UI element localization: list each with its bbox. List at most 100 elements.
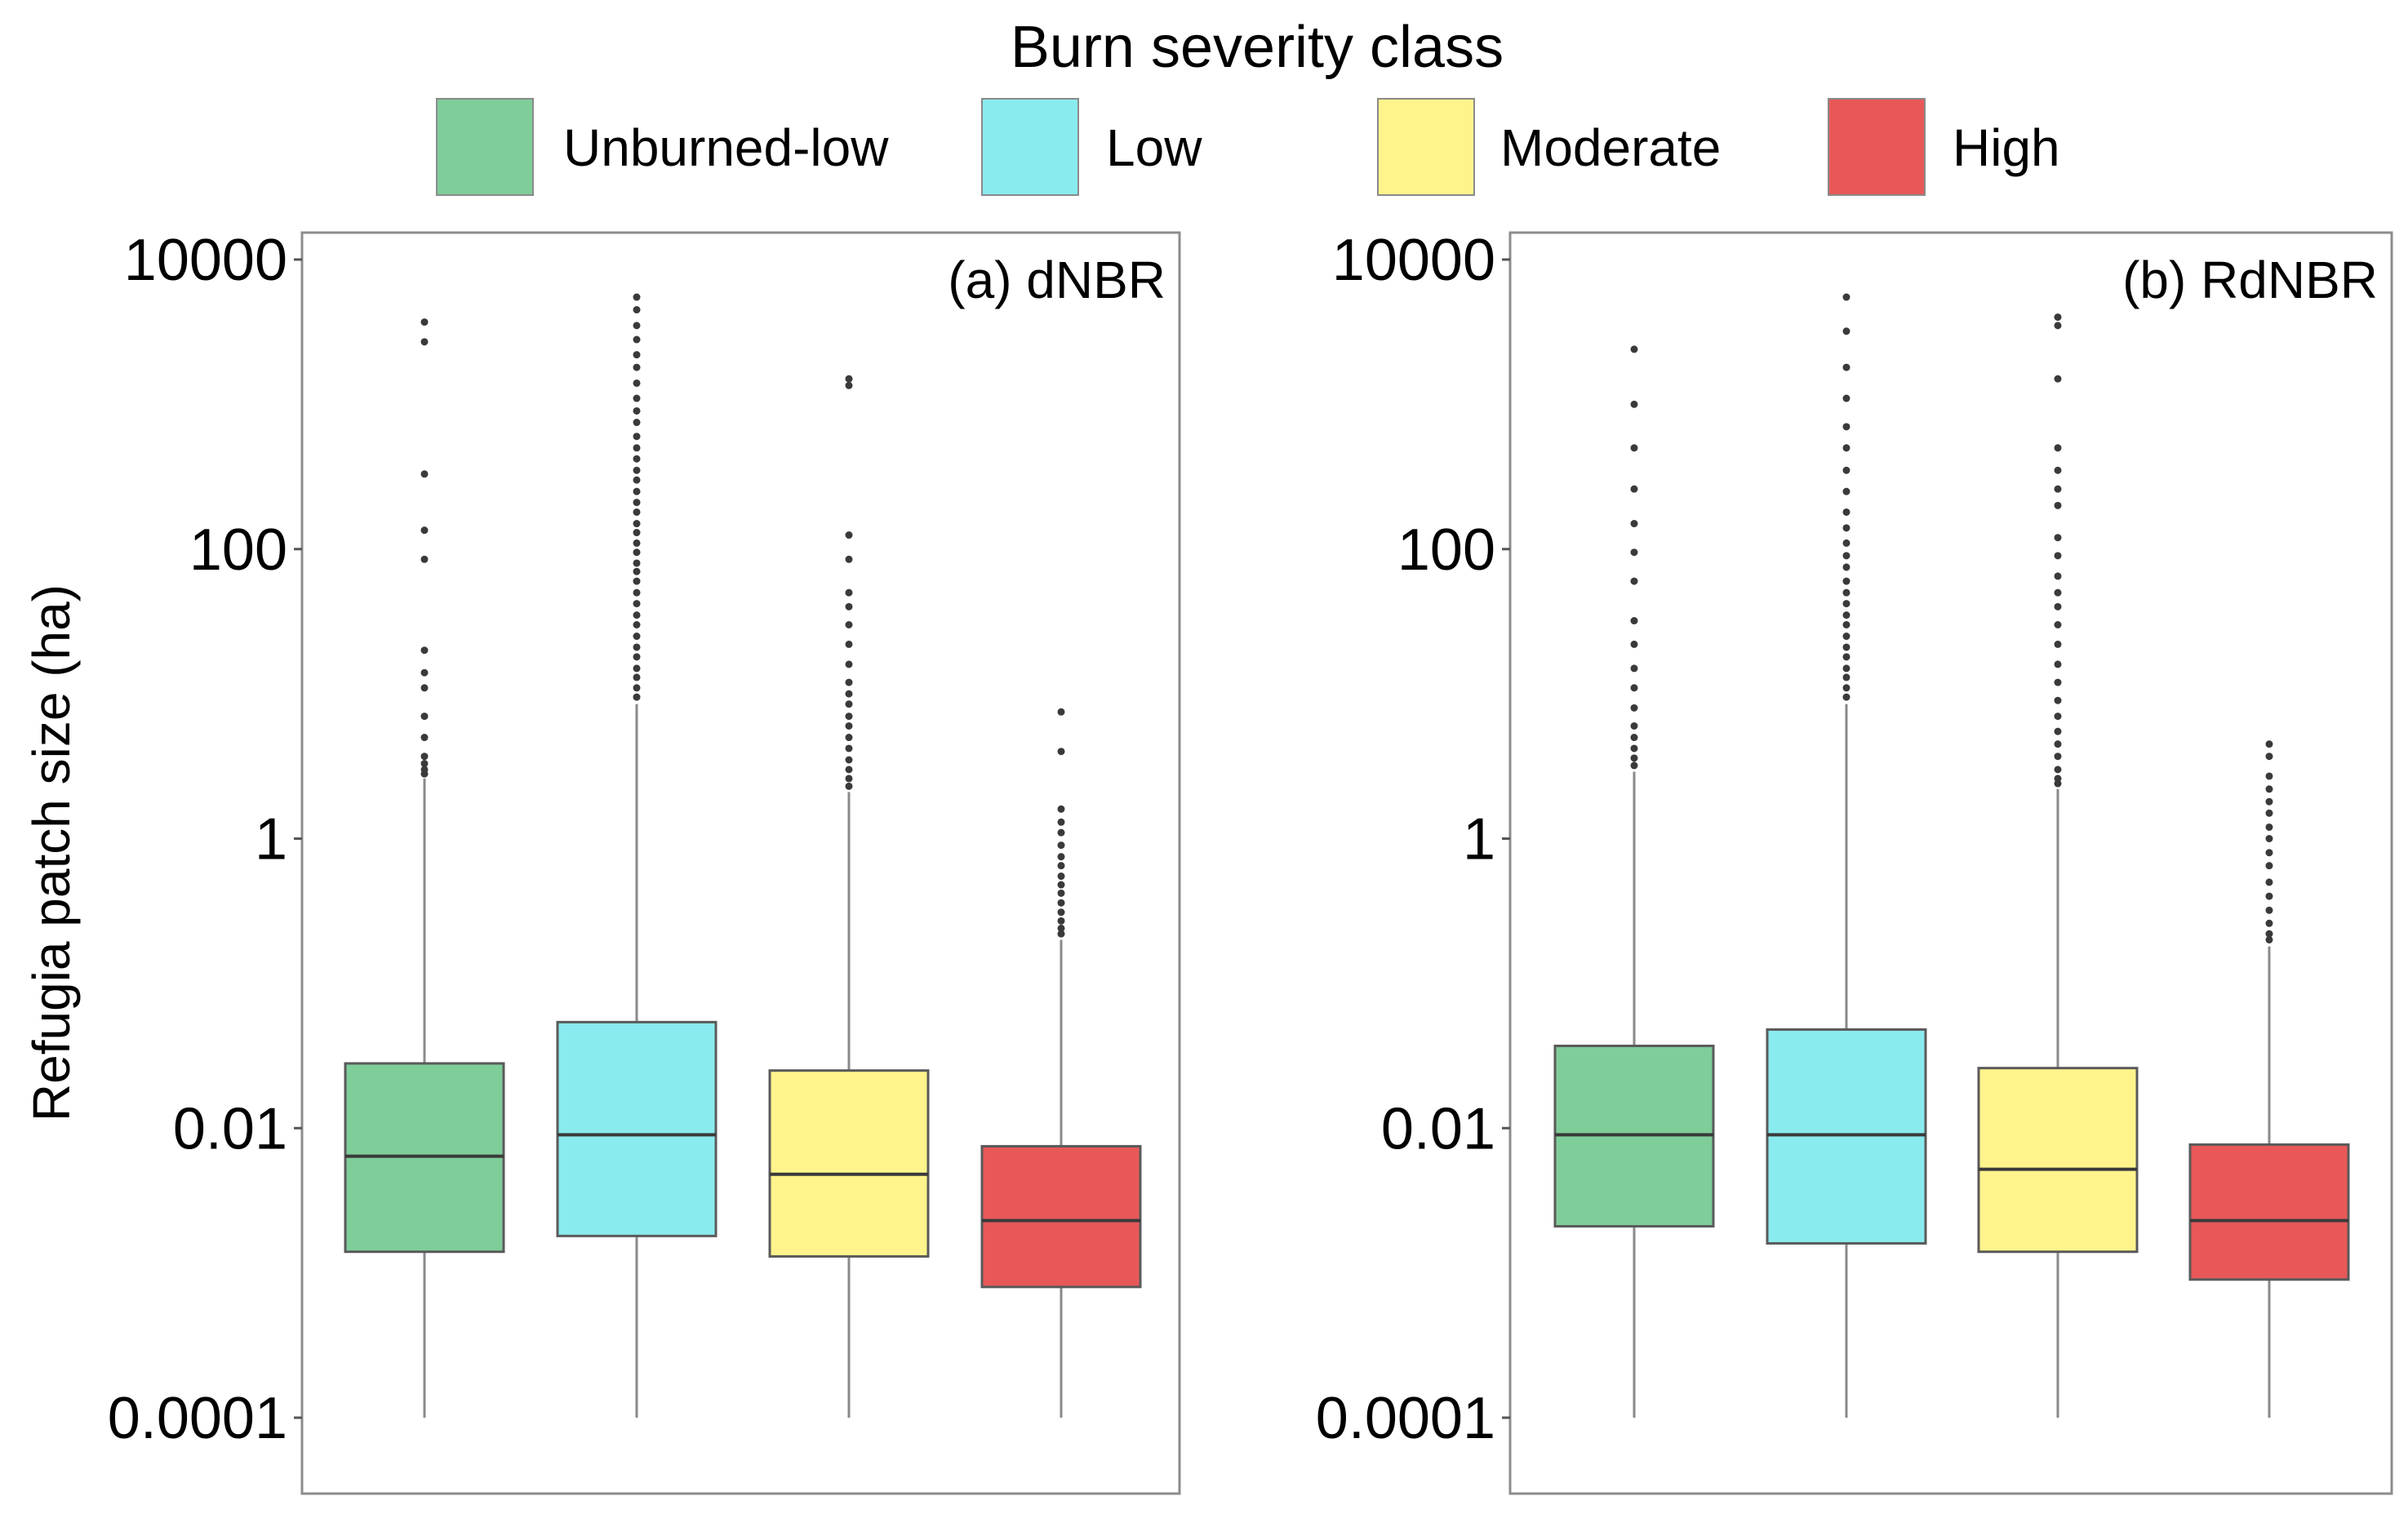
outlier-point [2054, 501, 2062, 509]
outlier-point [845, 713, 853, 721]
outlier-point [845, 375, 853, 383]
outlier-point [2054, 775, 2062, 783]
legend-label-low: Low [1106, 118, 1202, 177]
outlier-point [1842, 563, 1850, 571]
outlier-point [845, 700, 853, 708]
outlier-point [845, 744, 853, 753]
outlier-point [633, 600, 641, 608]
iqr-box [556, 1020, 718, 1237]
outlier-point [2054, 588, 2062, 597]
y-tick-label: 0.01 [1381, 1096, 1495, 1161]
outlier-point [1842, 444, 1850, 452]
outlier-point [1057, 841, 1065, 850]
outlier-point [1842, 620, 1850, 628]
outlier-point [2054, 444, 2062, 452]
outlier-point [1842, 524, 1850, 532]
outlier-point [1057, 853, 1065, 861]
outlier-point [1842, 487, 1850, 495]
outlier-point [2054, 375, 2062, 383]
outlier-point [1842, 363, 1850, 371]
outlier-point [2054, 534, 2062, 542]
outlier-point [2265, 823, 2273, 831]
iqr-box [980, 1144, 1142, 1289]
outlier-point [1057, 917, 1065, 925]
y-tick-label: 0.01 [173, 1096, 287, 1161]
outlier-point [2265, 809, 2273, 817]
outlier-point [845, 782, 853, 790]
outlier-point [633, 529, 641, 537]
outlier-point [1842, 643, 1850, 651]
y-tick-label: 0.0001 [108, 1386, 287, 1451]
outlier-point [1057, 818, 1065, 826]
outlier-point [420, 753, 429, 761]
outlier-point [1630, 485, 1638, 493]
box-unburned-low [344, 318, 505, 1418]
box-moderate [768, 375, 930, 1418]
outlier-point [1842, 633, 1850, 641]
outlier-point [633, 444, 641, 452]
outlier-point [420, 646, 429, 655]
outlier-point [2054, 640, 2062, 648]
box-moderate [1977, 313, 2139, 1418]
outlier-point [633, 487, 641, 495]
y-axis-title: Refugia patch size (ha) [22, 584, 81, 1121]
outlier-point [633, 611, 641, 619]
outlier-point [633, 559, 641, 567]
panel-rdnbr: (b) RdNBR 0.0001 0.01 1 100 10000 [1316, 228, 2393, 1495]
outlier-point [845, 531, 853, 539]
outlier-point [2265, 930, 2273, 938]
outlier-point [2265, 772, 2273, 780]
panel-frame [300, 231, 1181, 1495]
outlier-point [845, 690, 853, 698]
box-high [980, 708, 1142, 1418]
outlier-point [633, 620, 641, 628]
outlier-point [1630, 754, 1638, 762]
outlier-point [1057, 899, 1065, 907]
y-tick-label: 100 [1397, 517, 1495, 583]
outlier-point [420, 770, 429, 778]
y-tick-label: 10000 [124, 228, 287, 293]
outlier-point [1630, 577, 1638, 585]
outlier-point [633, 476, 641, 484]
legend-title: Burn severity class [1011, 15, 1504, 80]
outlier-point [1630, 444, 1638, 452]
outlier-point [2265, 919, 2273, 927]
y-tick-label: 10000 [1332, 228, 1495, 293]
outlier-point [1630, 734, 1638, 742]
outlier-point [420, 470, 429, 478]
outlier-point [2265, 785, 2273, 793]
legend-swatch-high [1828, 98, 1926, 196]
legend-swatch-unburned-low [436, 98, 534, 196]
legend-swatch-moderate [1377, 98, 1475, 196]
outlier-point [633, 363, 641, 371]
outlier-point [420, 318, 429, 326]
y-tick-label: 100 [189, 517, 287, 583]
outlier-point [633, 520, 641, 528]
outlier-point [845, 640, 853, 648]
outlier-point [2265, 906, 2273, 914]
outlier-point [633, 455, 641, 463]
y-tick-label: 1 [1463, 807, 1495, 872]
outlier-point [2054, 313, 2062, 322]
outlier-point [2054, 740, 2062, 748]
outlier-point [1057, 889, 1065, 897]
outlier-point [2054, 660, 2062, 668]
iqr-box [768, 1069, 930, 1258]
outlier-point [2265, 835, 2273, 842]
outlier-point [2054, 779, 2062, 788]
outlier-point [633, 548, 641, 557]
outlier-point [845, 660, 853, 668]
outlier-point [2054, 713, 2062, 721]
panel-label: (a) dNBR [948, 251, 1166, 309]
outlier-point [2054, 572, 2062, 580]
outlier-point [845, 678, 853, 686]
outlier-point [2054, 620, 2062, 628]
outlier-point [1057, 908, 1065, 917]
outlier-point [633, 508, 641, 516]
outlier-point [1842, 539, 1850, 547]
outlier-point [1842, 394, 1850, 402]
outlier-point [420, 668, 429, 677]
outlier-point [1630, 520, 1638, 528]
outlier-point [420, 684, 429, 692]
outlier-point [633, 306, 641, 314]
